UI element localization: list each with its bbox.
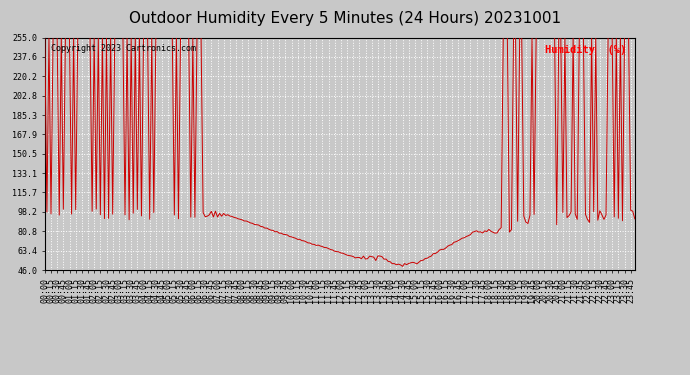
Text: Outdoor Humidity Every 5 Minutes (24 Hours) 20231001: Outdoor Humidity Every 5 Minutes (24 Hou… — [129, 11, 561, 26]
Text: Humidity  (%): Humidity (%) — [544, 45, 626, 54]
Text: Copyright 2023 Cartronics.com: Copyright 2023 Cartronics.com — [51, 45, 196, 54]
